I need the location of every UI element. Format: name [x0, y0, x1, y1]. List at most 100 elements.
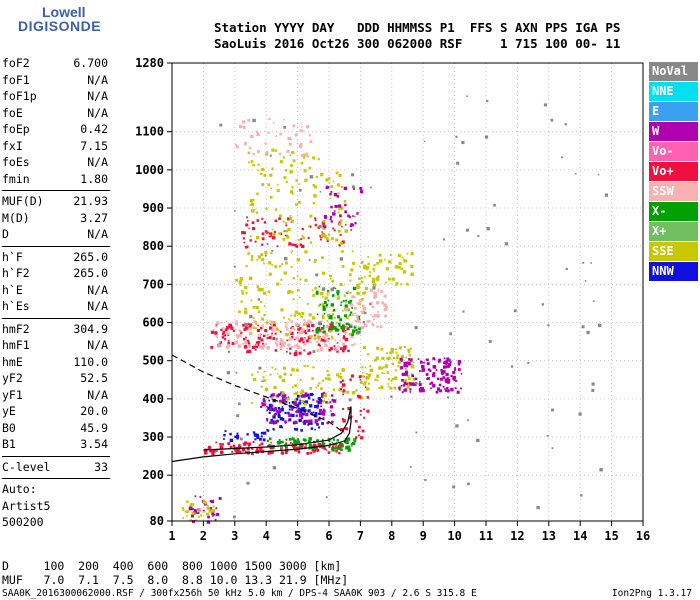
param-value: N/A [87, 72, 108, 87]
echo-point [408, 354, 411, 357]
param-row: foF1p N/A [2, 89, 110, 106]
echo-point [248, 442, 252, 446]
echo-point [286, 398, 288, 401]
echo-point [373, 294, 377, 299]
echo-point [246, 442, 249, 445]
echo-point [344, 337, 349, 342]
param-row: h`Es N/A [2, 299, 110, 316]
echo-point [278, 375, 282, 379]
echo-point [260, 385, 263, 388]
echo-point [301, 331, 304, 334]
param-label: fmin [2, 171, 30, 186]
echo-point [249, 314, 253, 319]
echo-point [274, 208, 278, 211]
echo-point [294, 384, 297, 387]
echo-point [249, 333, 251, 336]
echo-point [326, 421, 330, 425]
echo-point [591, 382, 595, 386]
echo-point [317, 336, 322, 341]
echo-point [271, 451, 274, 454]
echo-point [450, 374, 453, 378]
echo-point [361, 366, 364, 369]
echo-point [307, 225, 310, 228]
echo-point [352, 286, 357, 291]
echo-point [287, 396, 290, 399]
echo-point [285, 229, 289, 233]
echo-point [456, 390, 460, 394]
echo-point [395, 348, 397, 351]
echo-point [261, 167, 265, 172]
echo-point [286, 339, 289, 342]
echo-point [350, 444, 353, 447]
legend-item: NNE [649, 82, 698, 101]
echo-point [604, 193, 609, 197]
echo-point [386, 372, 389, 375]
echo-point [249, 239, 252, 242]
echo-point [271, 366, 274, 369]
echo-point [372, 277, 376, 282]
echo-point [307, 328, 311, 332]
echo-point [243, 231, 247, 235]
echo-point [314, 217, 317, 220]
echo-point [395, 282, 399, 285]
echo-point [250, 202, 255, 207]
echo-point [250, 402, 253, 404]
echo-point [182, 508, 185, 511]
echo-point [324, 343, 328, 347]
echo-point [314, 286, 318, 290]
echo-point [342, 336, 346, 340]
echo-point [226, 371, 231, 375]
echo-point [246, 339, 250, 343]
param-label: M(D) [2, 210, 30, 225]
echo-point [268, 272, 272, 276]
echo-point [435, 369, 438, 371]
legend-item: Vo+ [649, 162, 698, 181]
echo-point [256, 132, 260, 136]
echo-point [313, 194, 317, 198]
echo-point [287, 217, 291, 221]
echo-point [308, 313, 312, 317]
echo-point [343, 335, 346, 338]
echo-point [260, 317, 264, 321]
echo-point [369, 365, 372, 368]
echo-point [277, 413, 281, 417]
echo-point [192, 520, 195, 523]
echo-point [581, 325, 585, 329]
echo-point [349, 303, 354, 307]
echo-point [396, 354, 400, 357]
echo-point [321, 410, 324, 413]
echo-point [260, 435, 263, 438]
echo-point [477, 235, 480, 238]
echo-point [258, 444, 261, 447]
echo-point [350, 323, 352, 326]
echo-point [234, 435, 237, 438]
echo-point [344, 330, 347, 332]
echo-point [365, 375, 369, 378]
echo-point [364, 386, 367, 389]
echo-point [368, 320, 371, 323]
echo-point [251, 452, 254, 455]
echo-point [293, 441, 296, 444]
echo-point [307, 424, 309, 426]
echo-point [251, 345, 256, 349]
echo-point [371, 280, 376, 284]
echo-point [334, 339, 337, 341]
param-value: 20.0 [80, 404, 108, 418]
echo-point [295, 447, 298, 450]
echo-point [389, 351, 392, 355]
echo-point [289, 217, 293, 220]
echo-point [327, 299, 330, 302]
echo-point [360, 276, 363, 279]
echo-point [345, 440, 349, 445]
echo-point [351, 390, 356, 395]
echo-point [269, 195, 273, 199]
echo-point [454, 387, 457, 390]
echo-point [347, 349, 350, 353]
echo-point [327, 373, 330, 377]
echo-point [275, 338, 278, 341]
echo-point [252, 441, 255, 443]
echo-point [312, 446, 316, 451]
echo-point [261, 258, 265, 262]
echo-point [337, 375, 341, 378]
echo-point [376, 346, 380, 350]
